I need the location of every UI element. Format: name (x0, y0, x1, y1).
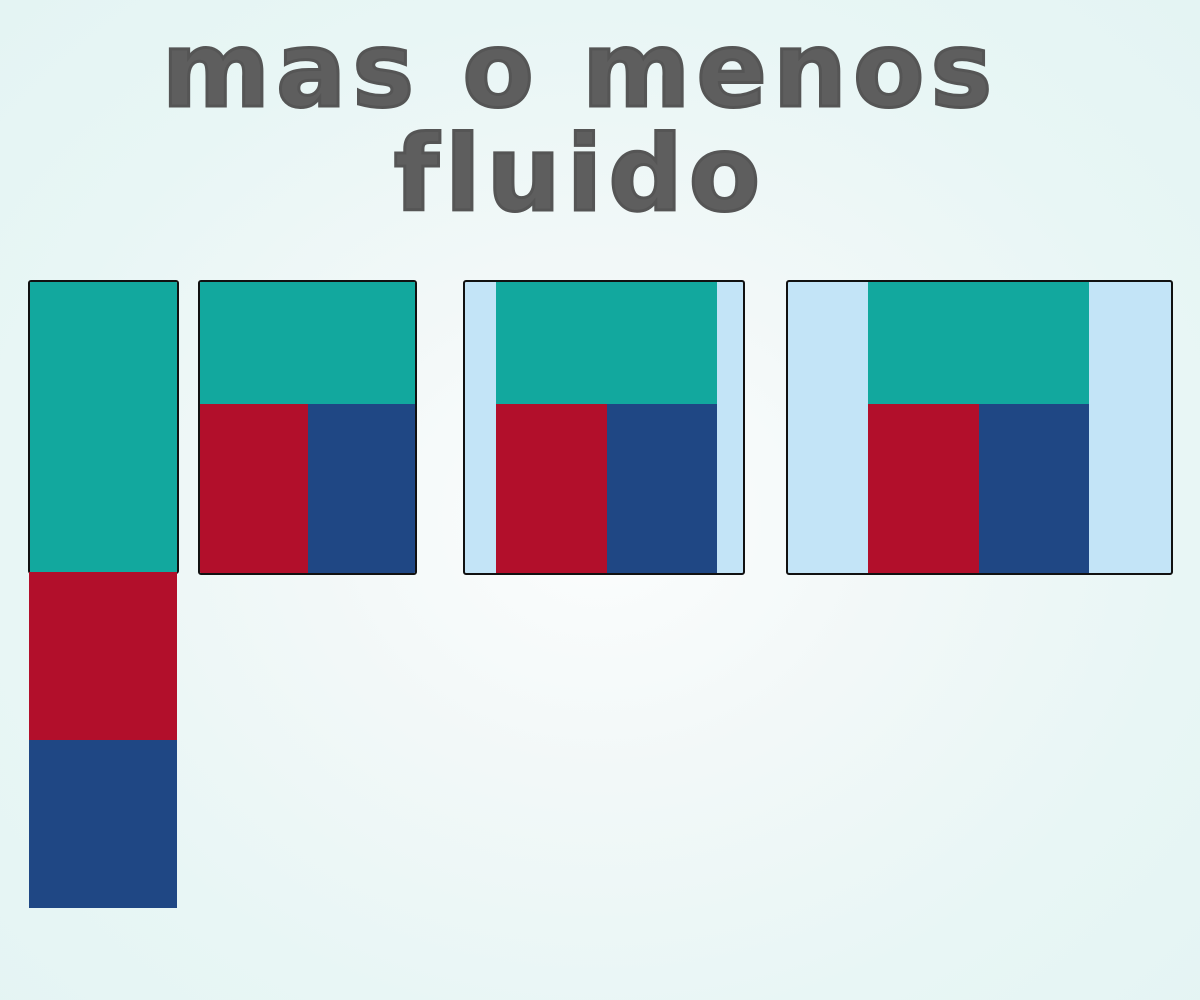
viewport-frame-medium (463, 280, 745, 575)
red-block (868, 404, 979, 573)
header-block (496, 282, 717, 404)
red-block (496, 404, 607, 573)
red-block (29, 572, 177, 740)
page-title: mas o menos fluido (160, 9, 999, 235)
header-block (868, 282, 1089, 404)
red-block (200, 404, 308, 573)
blue-block (607, 404, 717, 573)
viewport-frame-small (198, 280, 417, 575)
blue-block (29, 740, 177, 908)
header-block (30, 282, 177, 572)
viewport-frame-large (786, 280, 1173, 575)
header-block (200, 282, 415, 404)
viewport-frame-mobile (28, 280, 179, 574)
blue-block (979, 404, 1089, 573)
blue-block (308, 404, 415, 573)
